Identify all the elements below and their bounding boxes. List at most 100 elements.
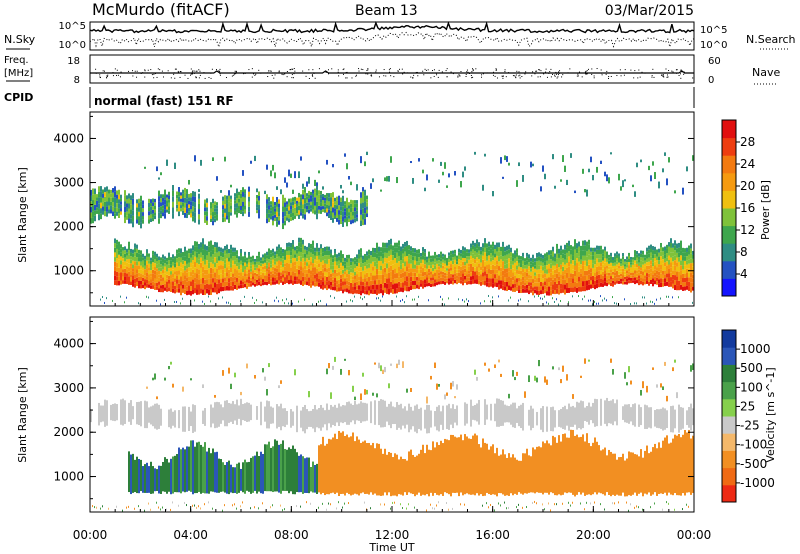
power-cell [434, 269, 436, 273]
power-cell [118, 208, 120, 214]
power-cell [162, 212, 164, 217]
power-cell [120, 295, 121, 298]
power-cell [464, 254, 466, 259]
power-cell [296, 206, 298, 211]
power-cell [280, 257, 282, 262]
power-cell [106, 211, 108, 217]
velocity-cell [366, 443, 368, 494]
power-cell [212, 216, 214, 221]
power-cell [154, 251, 156, 256]
power-cell [572, 250, 574, 256]
power-cell [658, 260, 660, 265]
power-cell [150, 267, 152, 271]
power-cell [600, 245, 602, 250]
velocity-cell [378, 362, 380, 369]
power-cell [458, 265, 460, 270]
power-cell [418, 249, 420, 254]
power-cell [308, 194, 310, 199]
power-cell [106, 206, 108, 212]
power-cell [602, 271, 604, 276]
power-cell [288, 246, 290, 251]
nave-dot [308, 77, 310, 79]
velocity-cell [338, 501, 339, 504]
power-cell [584, 250, 586, 256]
power-cell [102, 296, 103, 299]
power-cell [336, 205, 338, 210]
velocity-cell [398, 459, 400, 495]
velocity-cell [502, 449, 504, 495]
velocity-cell [408, 503, 409, 506]
power-cell [610, 276, 612, 280]
power-cell [616, 277, 618, 281]
power-cell [420, 276, 422, 281]
power-cell [244, 255, 246, 259]
power-cell [554, 285, 556, 291]
power-cell [642, 271, 644, 276]
nave-dot [641, 71, 643, 73]
power-cell [610, 152, 612, 155]
nave-dot [606, 70, 608, 72]
velocity-cell [380, 365, 382, 372]
nave-dot [619, 69, 621, 71]
power-cell [216, 205, 218, 209]
power-cell [144, 275, 146, 280]
power-cell [228, 195, 230, 202]
power-cell [178, 196, 180, 202]
power-cell [354, 214, 356, 219]
power-cell [646, 280, 648, 284]
velocity-cell [226, 462, 228, 494]
velocity-cell [150, 461, 152, 494]
nave-dot [177, 71, 179, 73]
velocity-cell [470, 438, 472, 495]
power-cell [238, 278, 240, 283]
power-cell [608, 257, 610, 261]
power-cell [672, 283, 674, 289]
power-cell [306, 269, 308, 274]
velocity-cell [394, 407, 396, 424]
velocity-cell [286, 411, 288, 425]
power-cell [166, 284, 168, 289]
nave-dot [198, 69, 200, 71]
power-cell [420, 280, 422, 284]
nave-dot [107, 75, 109, 77]
power-cell [268, 213, 270, 218]
nave-dot [567, 72, 569, 74]
power-cell [376, 263, 378, 269]
power-cell [512, 264, 514, 269]
power-cell [442, 256, 444, 260]
power-cell [584, 270, 586, 276]
power-cell [458, 248, 460, 253]
power-cell [380, 251, 382, 257]
power-cell [452, 250, 454, 254]
power-cell [128, 271, 130, 277]
power-cell [358, 267, 360, 272]
power-cell [278, 264, 280, 269]
velocity-cell [372, 392, 374, 396]
power-cell [112, 188, 114, 193]
power-cell [128, 258, 130, 264]
power-cell [426, 262, 428, 266]
velocity-cell [496, 398, 498, 427]
power-cell [218, 251, 220, 257]
power-cell [626, 281, 628, 285]
nave-dot [371, 75, 373, 77]
power-cell [360, 257, 362, 263]
power-cell [408, 254, 410, 259]
power-cell [236, 203, 238, 208]
power-cell [550, 250, 552, 255]
velocity-cell [288, 447, 290, 494]
power-cell [148, 207, 150, 212]
power-cell [650, 268, 652, 273]
power-cell [684, 265, 686, 270]
power-cell [396, 283, 398, 289]
velocity-cell [558, 435, 560, 495]
velocity-cell [344, 436, 346, 496]
power-cell [132, 268, 134, 272]
power-cell [244, 262, 246, 267]
power-cell [162, 262, 164, 266]
power-cell [284, 302, 285, 305]
power-cell [102, 210, 104, 215]
power-cell [230, 272, 232, 277]
nave-dot [225, 77, 227, 79]
power-cell [250, 280, 252, 284]
